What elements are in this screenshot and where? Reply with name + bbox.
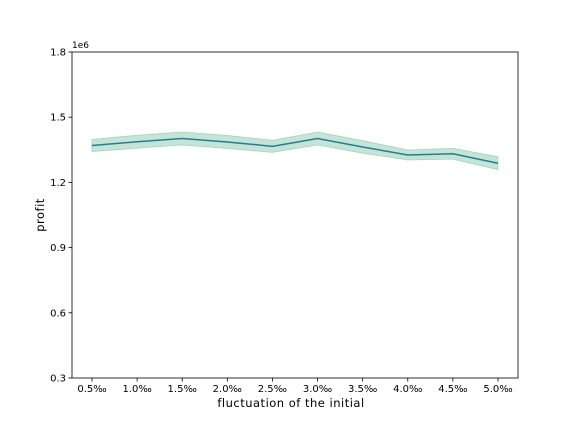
confidence-band bbox=[91, 131, 499, 171]
x-axis-label: fluctuation of the initial bbox=[217, 396, 364, 410]
series-line-layer bbox=[91, 137, 499, 165]
x-tick-label: 1.5‰ bbox=[168, 384, 197, 395]
x-tick-label: 1.0‰ bbox=[122, 384, 151, 395]
y-axis-label: profit bbox=[33, 198, 47, 232]
x-tick-label: 5.0‰ bbox=[483, 384, 512, 395]
x-tick-label: 2.0‰ bbox=[213, 384, 242, 395]
y-axis-ticks: 0.3 0.6 0.9 1.2 1.5 1.8 bbox=[50, 48, 72, 385]
y-tick-label: 1.2 bbox=[50, 178, 66, 189]
x-axis-ticks: 0.5‰ 1.0‰ 1.5‰ 2.0‰ 2.5‰ 3.0‰ 3.5‰ 4.0‰ 4.5‰ 5.0‰ bbox=[77, 378, 513, 395]
y-offset-label: 1e6 bbox=[72, 41, 89, 51]
x-tick-label: 0.5‰ bbox=[77, 384, 106, 395]
x-tick-label: 4.0‰ bbox=[393, 384, 422, 395]
plot-frame bbox=[71, 51, 519, 379]
confidence-band-layer bbox=[91, 131, 499, 171]
series-line bbox=[91, 137, 499, 165]
x-tick-label: 3.0‰ bbox=[303, 384, 332, 395]
x-tick-label: 3.5‰ bbox=[348, 384, 377, 395]
x-tick-label: 4.5‰ bbox=[438, 384, 467, 395]
y-tick-label: 0.6 bbox=[50, 308, 66, 319]
y-tick-label: 0.9 bbox=[50, 243, 66, 254]
y-tick-label: 1.5 bbox=[50, 113, 66, 124]
plot-area bbox=[72, 52, 518, 378]
y-tick-label: 1.8 bbox=[50, 48, 66, 59]
x-tick-label: 2.5‰ bbox=[258, 384, 287, 395]
y-tick-label: 0.3 bbox=[50, 374, 66, 385]
